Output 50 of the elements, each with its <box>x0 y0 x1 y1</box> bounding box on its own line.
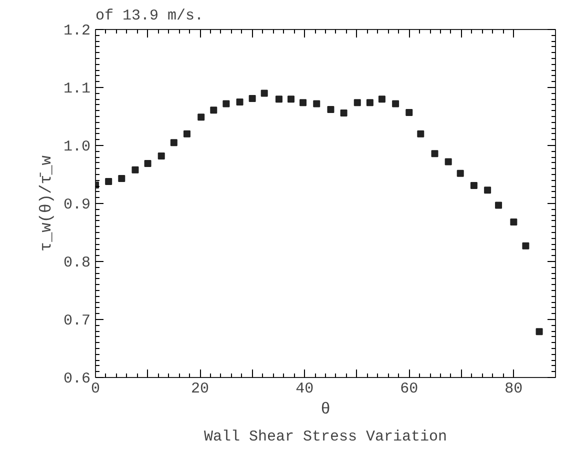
text: Wall Shear Stress Variation <box>204 428 448 446</box>
point <box>327 106 334 114</box>
text: of 13.9 m/s. <box>96 8 204 24</box>
point <box>378 96 386 103</box>
point <box>313 100 320 108</box>
point <box>210 106 218 114</box>
point <box>236 98 244 106</box>
point <box>248 95 256 102</box>
x-tick-label: 40 <box>296 380 314 398</box>
y-tick-label: 0.6 <box>63 370 91 388</box>
point <box>470 182 478 190</box>
point <box>170 139 178 146</box>
point <box>495 202 502 209</box>
point <box>484 186 492 194</box>
point <box>222 100 230 108</box>
point <box>144 160 152 167</box>
y-tick-label: 0.9 <box>63 196 91 214</box>
y-tick-label: 1.0 <box>63 138 91 156</box>
y-axis-title: τ_w(θ)/τ̄_w <box>37 155 56 252</box>
point <box>158 152 165 160</box>
point <box>366 99 374 106</box>
point <box>431 150 438 158</box>
point <box>198 114 205 121</box>
point <box>275 96 282 103</box>
point <box>536 328 543 336</box>
point <box>392 100 400 108</box>
point <box>288 96 294 103</box>
point <box>444 158 452 166</box>
point <box>132 166 139 174</box>
x-axis-title: θ <box>320 400 330 418</box>
y-tick-label: 1.1 <box>63 80 91 98</box>
point <box>118 175 126 182</box>
point <box>417 130 424 138</box>
point <box>354 99 361 106</box>
point <box>406 108 413 116</box>
y-tick-label: 1.2 <box>63 22 91 40</box>
x-tick-label: 80 <box>504 380 523 398</box>
point <box>105 178 112 185</box>
point <box>300 99 307 106</box>
point <box>510 218 518 226</box>
y-tick-label: 0.8 <box>63 254 91 272</box>
x-tick-label: 20 <box>191 380 210 398</box>
y-tick-label: 0.7 <box>63 312 91 330</box>
point <box>260 90 268 97</box>
x-tick-label: 0 <box>91 380 100 398</box>
x-tick-label: 60 <box>400 380 418 398</box>
point <box>522 242 530 250</box>
point <box>456 170 464 177</box>
point <box>340 110 348 117</box>
point <box>183 130 190 138</box>
